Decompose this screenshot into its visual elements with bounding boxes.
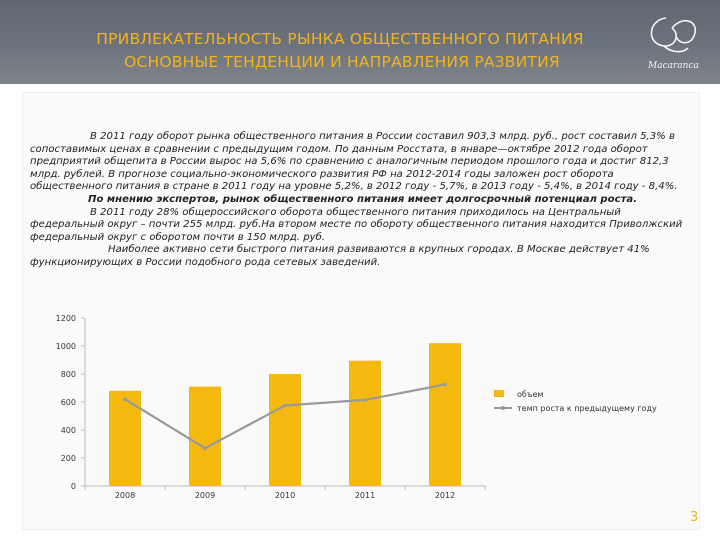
legend-swatch-volume xyxy=(494,390,504,397)
y-tick-label: 1000 xyxy=(56,342,76,351)
legend-label-growth: темп роста к предыдущему году xyxy=(517,404,657,413)
x-tick-label: 2010 xyxy=(275,491,295,500)
y-tick-label: 0 xyxy=(71,482,76,491)
title-line-2: ОСНОВНЫЕ ТЕНДЕНЦИИ И НАПРАВЛЕНИЯ РАЗВИТИ… xyxy=(124,53,560,71)
bar-2012 xyxy=(429,343,461,486)
paragraph-1: В 2011 году оборот рынка общественного п… xyxy=(30,131,678,193)
y-tick-label: 200 xyxy=(61,454,76,463)
growth-rate-point-2012 xyxy=(443,382,447,387)
legend-marker-growth xyxy=(501,406,505,410)
bar-2010 xyxy=(269,374,301,486)
growth-rate-point-2010 xyxy=(283,403,287,408)
bar-2009 xyxy=(189,386,221,486)
x-tick-label: 2009 xyxy=(195,491,215,500)
legend-label-volume: объем xyxy=(517,390,543,399)
x-tick-label: 2008 xyxy=(115,491,135,500)
x-tick-label: 2012 xyxy=(435,491,455,500)
growth-rate-point-2011 xyxy=(363,398,367,402)
title-line-1: ПРИВЛЕКАТЕЛЬНОСТЬ РЫНКА ОБЩЕСТВЕННОГО ПИ… xyxy=(96,30,584,48)
bar-2011 xyxy=(349,360,381,486)
text-block: В 2011 году оборот рынка общественного п… xyxy=(30,131,694,270)
x-tick-label: 2011 xyxy=(355,491,375,500)
logo-icon xyxy=(650,17,697,53)
header-bar: ПРИВЛЕКАТЕЛЬНОСТЬ РЫНКА ОБЩЕСТВЕННОГО ПИ… xyxy=(0,0,720,84)
paragraph-4: Наиболее активно сети быстрого питания р… xyxy=(30,244,650,268)
y-tick-label: 400 xyxy=(61,426,76,435)
y-tick-label: 800 xyxy=(61,370,76,379)
page-number: 3 xyxy=(690,510,699,525)
paragraph-2: По мнению экспертов, рынок общественного… xyxy=(88,193,638,205)
y-tick-label: 1200 xyxy=(56,314,76,323)
paragraph-3: В 2011 году 28% общероссийского оборота … xyxy=(30,206,683,243)
y-tick-label: 600 xyxy=(61,398,76,407)
growth-rate-point-2008 xyxy=(123,397,127,402)
growth-rate-point-2009 xyxy=(203,446,207,451)
logo-text: Macaranca xyxy=(648,61,699,71)
